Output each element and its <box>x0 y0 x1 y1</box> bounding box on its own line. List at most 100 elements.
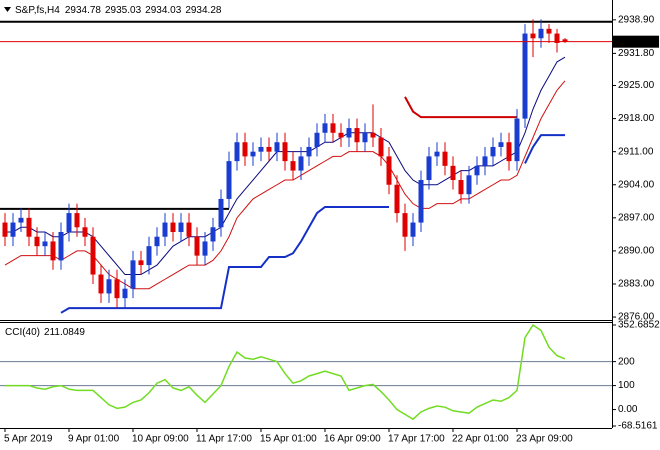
price-label: 2934.28 <box>618 36 655 47</box>
candle-body <box>242 142 248 157</box>
candle-body <box>402 213 408 237</box>
x-tick-label: 23 Apr 09:00 <box>516 434 573 445</box>
indicator-line <box>60 134 565 314</box>
y-tick-label: 2890.00 <box>618 246 655 257</box>
candle-body <box>538 28 544 39</box>
candle-body <box>106 279 112 294</box>
y-tick-label: 200 <box>618 356 635 367</box>
candle-body <box>34 236 40 247</box>
candle-body <box>386 156 392 185</box>
menu-triangle <box>4 7 11 12</box>
candle-body <box>82 227 88 237</box>
candle-body <box>258 146 264 152</box>
candle-body <box>370 132 376 138</box>
candle-body <box>18 217 24 223</box>
candle-body <box>26 217 32 237</box>
candle-body <box>90 236 96 275</box>
candle-body <box>530 33 536 39</box>
candle-body <box>186 222 192 237</box>
candle-body <box>354 128 360 143</box>
candle-body <box>98 274 104 294</box>
y-tick-label: 2911.00 <box>618 146 654 157</box>
y-tick-label: 2931.80 <box>618 48 655 59</box>
y-tick-label: 100 <box>618 380 635 391</box>
indicator-header: CCI(40) 211.0849 <box>5 327 85 338</box>
candle-body <box>322 123 328 133</box>
candle-body <box>394 184 400 214</box>
price-label-box <box>613 35 659 48</box>
high-value: 2935.03 <box>105 5 142 16</box>
candle-body <box>554 33 560 43</box>
candle-body <box>250 151 256 157</box>
y-tick-label: 0.00 <box>618 404 638 415</box>
x-tick-label: 17 Apr 17:00 <box>388 434 445 445</box>
candle-body <box>362 132 368 143</box>
candle-body <box>42 241 48 247</box>
candle-body <box>74 213 80 228</box>
y-tick-label: 2925.00 <box>618 80 655 91</box>
candle-body <box>226 161 232 199</box>
open-value: 2934.78 <box>65 5 102 16</box>
candle-body <box>306 146 312 157</box>
cci-line <box>5 323 566 421</box>
candle-body <box>346 128 352 138</box>
candle-body <box>410 222 416 237</box>
candle-body <box>50 241 56 261</box>
candle-body <box>466 175 472 195</box>
candle-body <box>450 165 456 181</box>
close-value: 2934.28 <box>185 5 222 16</box>
candle-body <box>314 132 320 147</box>
candle-body <box>498 142 504 147</box>
candle-body <box>546 28 552 34</box>
candle-body <box>114 279 120 299</box>
x-tick-label: 9 Apr 01:00 <box>68 434 120 445</box>
candle-body <box>146 246 152 266</box>
y-tick-label: 2904.00 <box>618 179 655 190</box>
candle-body <box>330 123 336 133</box>
candle-body <box>210 227 216 242</box>
y-tick-label: 2918.00 <box>618 113 655 124</box>
candle-body <box>122 288 128 299</box>
candle-body <box>170 222 176 233</box>
candle-body <box>290 161 296 171</box>
x-tick-label: 16 Apr 09:00 <box>324 434 381 445</box>
candle-body <box>378 137 384 157</box>
x-tick-label: 11 Apr 17:00 <box>196 434 252 445</box>
candle-body <box>490 146 496 157</box>
candle-body <box>434 151 440 157</box>
chart-header: S&P,fs,H4 2934.78 2935.03 2934.03 2934.28 <box>15 5 222 16</box>
x-tick-label: 5 Apr 2019 <box>4 434 53 445</box>
candle-body <box>282 142 288 162</box>
x-tick-label: 10 Apr 09:00 <box>132 434 189 445</box>
candle-body <box>66 213 72 233</box>
candle-body <box>10 222 16 237</box>
candle-body <box>2 222 8 237</box>
candle-body <box>58 232 64 261</box>
x-tick-label: 15 Apr 01:00 <box>260 434 317 445</box>
candle-body <box>266 146 272 152</box>
indicator-line <box>4 80 566 290</box>
y-tick-label: 2876.00 <box>618 312 655 323</box>
indicator-value: 211.0849 <box>44 327 85 338</box>
candle-body <box>234 142 240 162</box>
candle-body <box>154 236 160 247</box>
candle-body <box>426 156 432 181</box>
candle-body <box>418 180 424 223</box>
y-tick-label: 2897.00 <box>618 212 655 223</box>
candle-body <box>482 156 488 166</box>
candle-body <box>506 142 512 162</box>
candle-body <box>138 260 144 266</box>
candle-body <box>162 222 168 237</box>
candle-body <box>338 132 344 138</box>
candle-body <box>298 156 304 171</box>
low-value: 2934.03 <box>145 5 182 16</box>
candle-body <box>178 222 184 233</box>
y-tick-label: 352.6852 <box>618 320 660 331</box>
candle-body <box>442 151 448 166</box>
candle-body <box>202 241 208 256</box>
x-tick-label: 22 Apr 01:00 <box>452 434 509 445</box>
y-tick-label: 2938.90 <box>618 14 655 25</box>
candle-body <box>514 118 520 162</box>
